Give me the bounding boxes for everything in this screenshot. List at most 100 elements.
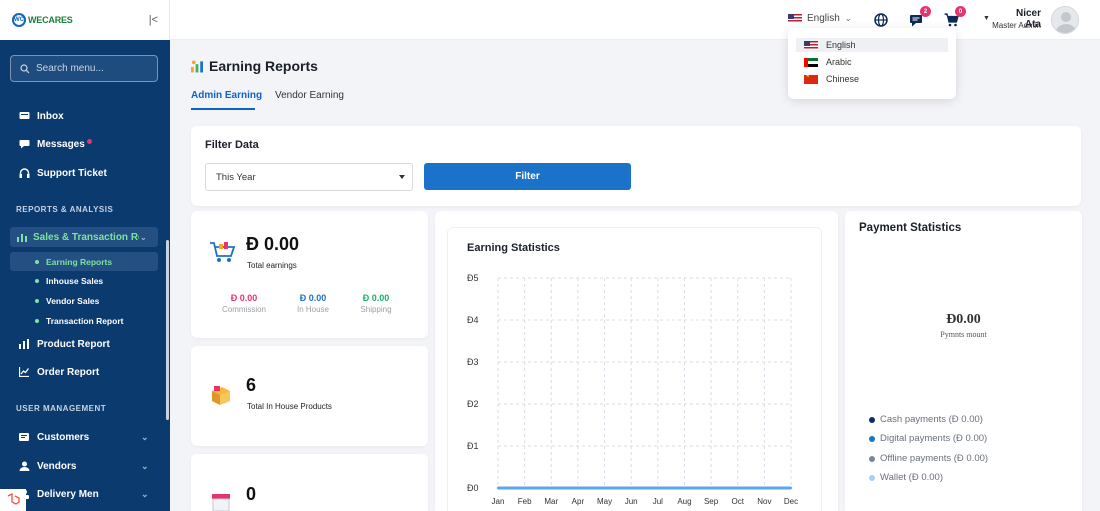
customers-icon: [18, 431, 30, 443]
filter-title: Filter Data: [205, 139, 259, 151]
tab-vendor-earning[interactable]: Vendor Earning: [275, 90, 344, 101]
unread-dot: [86, 138, 92, 144]
date-range-select[interactable]: This Year: [205, 163, 413, 191]
earning-statistics-card: Earning Statistics Ð0 Ð1 Ð2 Ð3 Ð4 Ð5 Jan Feb Mar…: [435, 211, 838, 511]
total-earnings-label: Total earnings: [247, 261, 297, 270]
inhouse-label: In House: [296, 305, 330, 314]
laravel-logo-icon: [0, 489, 26, 511]
product-report-icon: [18, 338, 30, 350]
collapse-sidebar-icon[interactable]: |<: [148, 14, 158, 26]
legend-dot: [869, 474, 875, 481]
sidebar-group-sales-transaction[interactable]: Sales & Transaction Report ⌄: [10, 227, 158, 247]
tab-admin-earning[interactable]: Admin Earning: [191, 90, 263, 101]
sidebar-scrollbar[interactable]: [166, 240, 169, 420]
x-tick-label: Oct: [732, 497, 745, 506]
chevron-down-icon: ⌄: [844, 14, 852, 23]
data-point: [629, 486, 633, 490]
store-icon: [212, 494, 230, 511]
sidebar-item-label: Customers: [37, 431, 90, 443]
filter-button[interactable]: Filter: [424, 163, 631, 190]
vendors-icon: [18, 460, 30, 472]
section-title-users: USER MANAGEMENT: [16, 404, 107, 413]
data-point: [683, 486, 686, 490]
legend-label: Wallet (Ð 0.00): [880, 472, 943, 483]
caret-down-icon: [399, 175, 405, 179]
headset-icon: [18, 167, 30, 179]
sidebar-item-product-report[interactable]: Product Report: [18, 334, 110, 354]
total-earnings-value: Ð 0.00: [246, 234, 300, 254]
shipping-stat: Ð 0.00 Shipping: [346, 293, 406, 314]
us-flag-icon: [788, 14, 802, 23]
user-name[interactable]: Nicer Ata: [1015, 8, 1041, 30]
language-option-label: Arabic: [826, 57, 852, 67]
data-point: [736, 486, 739, 490]
language-option-english[interactable]: English: [796, 38, 948, 52]
legend-cash-payments: Cash payments (Ð 0.00): [869, 414, 983, 425]
subitem-label: Transaction Report: [46, 315, 124, 326]
y-tick-label: Ð4: [467, 315, 479, 325]
language-option-arabic[interactable]: Arabic: [796, 55, 948, 69]
language-option-chinese[interactable]: Chinese: [796, 72, 948, 86]
subitem-label: Earning Reports: [46, 256, 113, 267]
globe-icon[interactable]: [873, 12, 889, 28]
legend-label: Cash payments (Ð 0.00): [880, 414, 983, 425]
chevron-down-icon: ⌄: [141, 488, 149, 499]
inhouse-products-label: Total In House Products: [247, 402, 332, 411]
cart-icon: [944, 13, 959, 27]
payment-total-value: Ð0.00: [946, 312, 981, 327]
data-point: [763, 486, 766, 490]
sidebar-item-order-report[interactable]: Order Report: [18, 362, 99, 382]
avatar[interactable]: [1051, 6, 1079, 34]
commission-value: Ð 0.00: [230, 293, 258, 303]
shopping-cart-icon: [210, 242, 235, 262]
cart-button[interactable]: 0: [943, 6, 966, 28]
brand-logo[interactable]: WC WECARES |<: [0, 0, 170, 40]
language-label: English: [807, 13, 840, 24]
sidebar-item-label: Support Ticket: [37, 167, 107, 179]
sidebar-item-customers[interactable]: Customers ⌄: [18, 427, 149, 447]
messages-button[interactable]: 2: [908, 6, 931, 28]
sidebar-group-label: Sales & Transaction Report: [33, 231, 139, 243]
total-earnings-card: Ð 0.00 Total earnings Ð 0.00 Commission …: [191, 211, 428, 338]
user-menu-caret-icon[interactable]: ▼: [983, 15, 990, 22]
sidebar-subitem-vendor-sales[interactable]: Vendor Sales: [10, 291, 158, 310]
subitem-label: Inhouse Sales: [46, 275, 104, 286]
inhouse-value: Ð 0.00: [299, 293, 327, 303]
commission-stat: Ð 0.00 Commission: [214, 293, 274, 314]
data-point: [789, 486, 793, 490]
products-box-icon: [212, 386, 230, 405]
sidebar-subitem-transaction-report[interactable]: Transaction Report: [10, 311, 158, 330]
chevron-down-icon: ⌄: [141, 460, 149, 471]
language-dropdown: English Arabic Chinese: [788, 28, 956, 99]
x-tick-label: Mar: [544, 497, 558, 506]
inhouse-products-card: 6 Total In House Products: [191, 346, 428, 446]
x-tick-label: Sep: [704, 497, 719, 506]
inhouse-stat: Ð 0.00 In House: [283, 293, 343, 314]
sidebar-item-messages[interactable]: Messages: [18, 134, 92, 154]
sidebar-item-delivery-men[interactable]: Delivery Men ⌄: [18, 484, 149, 504]
sidebar-subitem-earning-reports[interactable]: Earning Reports: [10, 252, 158, 271]
top-bar: English ⌄ 2 0 ▼ Nicer Ata Master Admin: [170, 0, 1100, 40]
cart-badge: 0: [955, 6, 966, 17]
sidebar-item-label: Order Report: [37, 366, 100, 378]
data-point: [709, 486, 713, 490]
sidebar-subitem-inhouse-sales[interactable]: Inhouse Sales: [10, 271, 158, 290]
section-title-reports: REPORTS & ANALYSIS: [16, 205, 114, 214]
search-icon: [20, 63, 30, 73]
china-flag-icon: [804, 74, 818, 84]
legend-label: Offline payments (Ð 0.00): [880, 453, 989, 464]
language-selector[interactable]: English ⌄: [788, 13, 852, 24]
sidebar-item-support-ticket[interactable]: Support Ticket: [18, 163, 107, 183]
sidebar: WC WECARES |< Search menu... Inbox Messa…: [0, 0, 170, 511]
language-option-label: Chinese: [826, 74, 860, 84]
legend-dot: [869, 435, 875, 442]
search-input[interactable]: Search menu...: [10, 55, 158, 82]
chart-title: Earning Statistics: [467, 242, 560, 254]
sidebar-item-vendors[interactable]: Vendors ⌄: [18, 456, 149, 476]
data-point: [576, 486, 580, 490]
shipping-value: Ð 0.00: [362, 293, 390, 303]
sidebar-item-inbox[interactable]: Inbox: [18, 106, 64, 126]
chart-frame: [447, 227, 822, 511]
legend-offline-payments: Offline payments (Ð 0.00): [869, 453, 988, 464]
y-tick-label: Ð3: [467, 357, 479, 367]
